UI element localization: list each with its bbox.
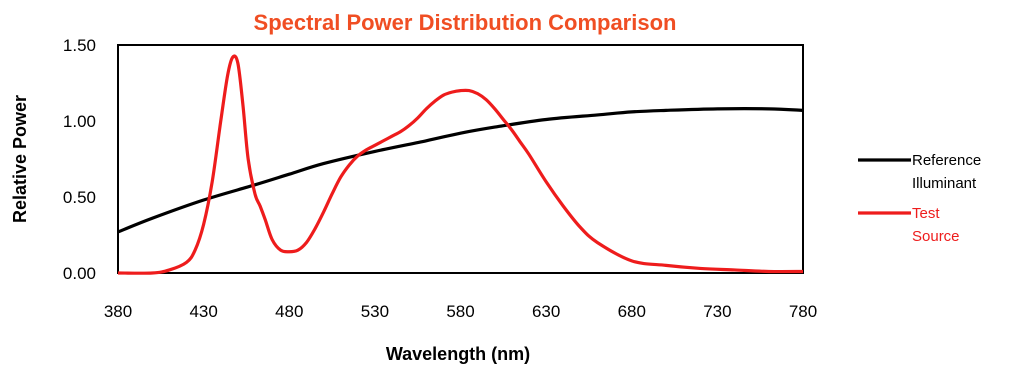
- y-tick-label: 1.50: [63, 36, 96, 55]
- x-tick-label: 430: [189, 302, 217, 321]
- legend-label-reference-illuminant: Reference Illuminant: [912, 152, 981, 192]
- chart-title: Spectral Power Distribution Comparison: [254, 10, 677, 35]
- series-line-test-source: [117, 54, 804, 275]
- x-tick-label: 480: [275, 302, 303, 321]
- y-tick-label: 0.00: [63, 264, 96, 283]
- x-tick-label: 680: [618, 302, 646, 321]
- legend-label-line: Illuminant: [912, 175, 977, 192]
- y-tick-label: 0.50: [63, 188, 96, 207]
- y-axis-title: Relative Power: [10, 95, 30, 223]
- x-tick-label: 530: [361, 302, 389, 321]
- legend-label-line: Source: [912, 228, 960, 245]
- x-axis-title: Wavelength (nm): [386, 344, 530, 364]
- series-line-reference-illuminant: [117, 107, 804, 234]
- legend-label-line: Reference: [912, 152, 981, 169]
- x-tick-label: 630: [532, 302, 560, 321]
- x-tick-label: 730: [703, 302, 731, 321]
- legend-label-line: Test: [912, 205, 940, 222]
- plot-area-border: [117, 44, 804, 274]
- x-tick-label: 580: [446, 302, 474, 321]
- x-tick-label: 780: [789, 302, 817, 321]
- legend-label-test-source: Test Source: [912, 205, 960, 245]
- x-tick-label: 380: [104, 302, 132, 321]
- y-tick-label: 1.00: [63, 112, 96, 131]
